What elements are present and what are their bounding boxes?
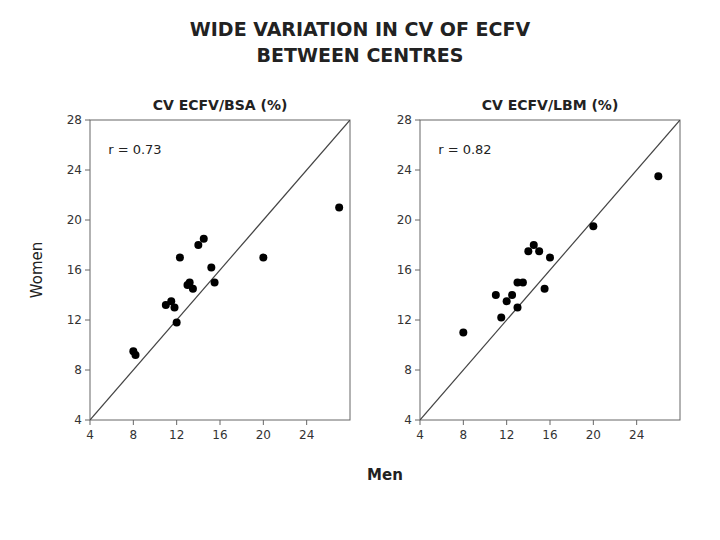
subplot: 4 8 12 16 20 24 4 8 12 16 20 24 28 CV ECFV/BSA (%) r =…	[28, 97, 350, 442]
x-tick-label: 4	[416, 428, 424, 442]
x-tick-label: 24	[629, 428, 644, 442]
point	[503, 297, 511, 305]
point	[259, 254, 267, 262]
x-tick-label: 8	[130, 428, 138, 442]
x-tick	[133, 420, 134, 425]
x-tick-label: 4	[86, 428, 94, 442]
point	[200, 235, 208, 243]
point	[459, 329, 467, 337]
subplot-title: CV ECFV/BSA (%)	[153, 97, 288, 113]
x-tick-label: 12	[499, 428, 514, 442]
point	[541, 285, 549, 293]
y-tick-label: 8	[74, 363, 82, 377]
y-tick-label: 20	[397, 213, 412, 227]
x-tick-label: 16	[212, 428, 227, 442]
y-tick-label: 24	[67, 163, 82, 177]
point	[519, 279, 527, 287]
point	[589, 222, 597, 230]
x-tick	[593, 420, 594, 425]
y-tick	[415, 370, 420, 371]
point	[211, 279, 219, 287]
x-tick	[263, 420, 264, 425]
x-tick	[550, 420, 551, 425]
identity-line	[420, 120, 680, 420]
y-tick-label: 12	[397, 313, 412, 327]
y-tick	[415, 120, 420, 121]
point	[132, 351, 140, 359]
x-tick	[463, 420, 464, 425]
y-tick	[85, 420, 90, 421]
subtitle: BETWEEN CENTRES	[257, 44, 464, 66]
point	[524, 247, 532, 255]
x-tick	[176, 420, 177, 425]
point	[514, 304, 522, 312]
point	[173, 319, 181, 327]
y-tick-label: 20	[67, 213, 82, 227]
y-tick	[415, 420, 420, 421]
y-tick	[415, 170, 420, 171]
y-tick-label: 12	[67, 313, 82, 327]
x-tick	[636, 420, 637, 425]
identity-line	[90, 120, 350, 420]
y-tick	[85, 270, 90, 271]
x-tick-label: 16	[542, 428, 557, 442]
point	[546, 254, 554, 262]
point	[508, 291, 516, 299]
x-tick	[506, 420, 507, 425]
y-tick	[415, 270, 420, 271]
point	[497, 314, 505, 322]
x-tick	[90, 420, 91, 425]
y-tick-label: 28	[397, 113, 412, 127]
point	[189, 285, 197, 293]
x-tick	[306, 420, 307, 425]
y-tick	[85, 370, 90, 371]
y-tick-label: 16	[67, 263, 82, 277]
y-tick	[85, 120, 90, 121]
subplot: 4 8 12 16 20 24 4 8 12 16 20 24 28 CV ECFV/LBM (%) r =…	[397, 97, 680, 442]
y-tick-label: 24	[397, 163, 412, 177]
point	[171, 304, 179, 312]
x-tick-label: 8	[460, 428, 468, 442]
y-tick	[85, 320, 90, 321]
y-tick-label: 16	[397, 263, 412, 277]
chart: WIDE VARIATION IN CV OF ECFV BETWEEN CENT…	[0, 0, 720, 540]
plot-frame	[420, 120, 680, 420]
point	[176, 254, 184, 262]
x-tick	[220, 420, 221, 425]
point	[207, 264, 215, 272]
x-axis-label: Men	[367, 466, 403, 484]
y-tick-label: 4	[74, 413, 82, 427]
y-tick-label: 8	[404, 363, 412, 377]
point	[530, 241, 538, 249]
y-tick-label: 4	[404, 413, 412, 427]
y-tick	[85, 220, 90, 221]
annotation: r = 0.73	[108, 142, 161, 157]
point	[335, 204, 343, 212]
point	[654, 172, 662, 180]
point	[535, 247, 543, 255]
y-tick-label: 28	[67, 113, 82, 127]
marks	[420, 120, 680, 420]
x-tick-label: 20	[586, 428, 601, 442]
plot-frame	[90, 120, 350, 420]
subplot-title: CV ECFV/LBM (%)	[482, 97, 619, 113]
y-tick	[415, 320, 420, 321]
point	[492, 291, 500, 299]
x-tick-label: 12	[169, 428, 184, 442]
annotation: r = 0.82	[438, 142, 491, 157]
x-tick-label: 24	[299, 428, 314, 442]
title: WIDE VARIATION IN CV OF ECFV	[190, 18, 531, 40]
y-axis-label: Women	[28, 242, 46, 298]
point	[194, 241, 202, 249]
x-tick	[420, 420, 421, 425]
y-tick	[85, 170, 90, 171]
x-tick-label: 20	[256, 428, 271, 442]
y-tick	[415, 220, 420, 221]
marks	[90, 120, 350, 420]
